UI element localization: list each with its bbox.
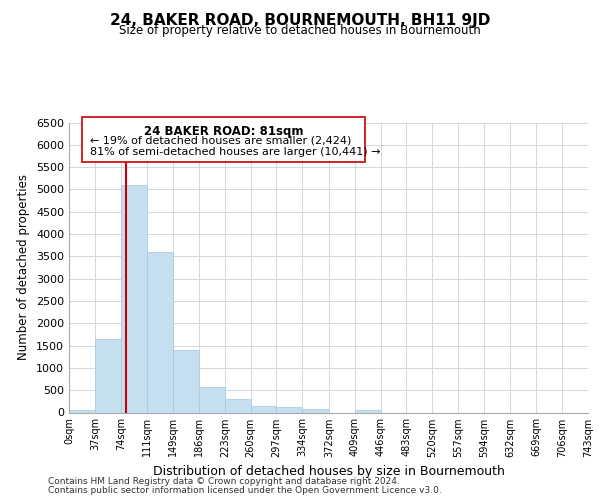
Text: 81% of semi-detached houses are larger (10,441) →: 81% of semi-detached houses are larger (… [90, 146, 380, 156]
Bar [355, 410, 380, 412]
Text: ← 19% of detached houses are smaller (2,424): ← 19% of detached houses are smaller (2,… [90, 136, 351, 145]
Text: Contains public sector information licensed under the Open Government Licence v3: Contains public sector information licen… [48, 486, 442, 495]
Bar [146, 252, 173, 412]
Bar [199, 386, 225, 412]
Bar [173, 350, 199, 412]
Text: Contains HM Land Registry data © Crown copyright and database right 2024.: Contains HM Land Registry data © Crown c… [48, 477, 400, 486]
Bar [251, 406, 277, 412]
Bar [69, 410, 95, 412]
Text: Size of property relative to detached houses in Bournemouth: Size of property relative to detached ho… [119, 24, 481, 37]
Bar [302, 408, 329, 412]
Bar [225, 400, 251, 412]
FancyBboxPatch shape [82, 116, 365, 162]
X-axis label: Distribution of detached houses by size in Bournemouth: Distribution of detached houses by size … [152, 465, 505, 478]
Text: 24 BAKER ROAD: 81sqm: 24 BAKER ROAD: 81sqm [144, 124, 304, 138]
Y-axis label: Number of detached properties: Number of detached properties [17, 174, 31, 360]
Text: 24, BAKER ROAD, BOURNEMOUTH, BH11 9JD: 24, BAKER ROAD, BOURNEMOUTH, BH11 9JD [110, 12, 490, 28]
Bar [277, 407, 302, 412]
Bar [121, 186, 146, 412]
Bar [95, 340, 121, 412]
